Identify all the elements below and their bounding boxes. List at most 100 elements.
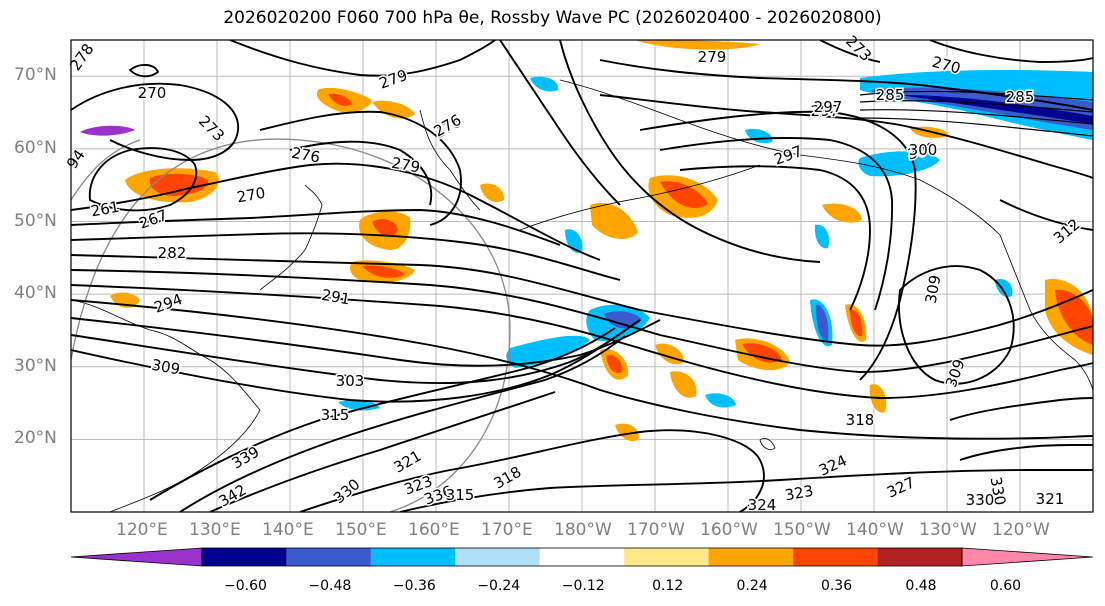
colorbar-bin	[539, 548, 625, 566]
contour	[859, 117, 1093, 137]
chart-title: 2026020200 F060 700 hPa θe, Rossby Wave …	[0, 8, 1105, 28]
contour	[259, 110, 462, 226]
lon-tick-label: 150°W	[773, 520, 831, 540]
contour	[71, 299, 1093, 440]
contour-label: 330	[966, 491, 995, 509]
contour	[209, 391, 556, 512]
contour	[679, 165, 871, 311]
colorbar-tick-label: 0.24	[736, 578, 768, 594]
colorbar-bin	[793, 548, 878, 566]
contour	[999, 199, 1093, 231]
anomaly-positive	[615, 423, 639, 442]
contour	[289, 140, 433, 206]
contour	[71, 317, 661, 367]
lon-tick-label: 130°E	[189, 520, 241, 540]
coastline-hawaii	[759, 438, 776, 450]
contour	[71, 269, 1093, 373]
lon-tick-label: 180°W	[554, 520, 612, 540]
lat-tick-label: 20°N	[14, 428, 57, 449]
anomaly-positive	[670, 371, 697, 398]
colorbar-extend-high	[961, 547, 1094, 567]
colorbar-tick-label: −0.24	[477, 578, 521, 594]
lon-tick-label: 120°W	[992, 520, 1050, 540]
contour	[859, 90, 1093, 101]
colorbar-tick-label: 0.12	[652, 578, 684, 594]
colorbar-bin	[455, 548, 540, 566]
contour	[71, 232, 621, 281]
contour-label: 315	[446, 486, 475, 504]
lat-tick-label: 60°N	[14, 137, 57, 158]
lon-tick-label: 160°E	[408, 520, 460, 540]
contour	[499, 40, 621, 206]
contour-label: 285	[876, 86, 905, 104]
contour	[71, 329, 626, 403]
colorbar-tick-label: 0.60	[989, 578, 1022, 594]
anomaly-positive	[635, 40, 760, 50]
colorbar-tick-label: −0.60	[223, 578, 267, 594]
map-frame	[70, 39, 1094, 513]
reference-circle	[71, 139, 141, 201]
anomaly-negative	[530, 76, 559, 92]
lon-tick-label: 120°E	[116, 520, 168, 540]
coastline-namerica	[999, 234, 1093, 391]
contour	[929, 40, 1093, 63]
colorbar-tick-label: 0.36	[820, 578, 853, 594]
colorbar-tick-label: −0.48	[308, 578, 352, 594]
contour	[71, 284, 1093, 399]
anomaly-positive	[362, 265, 405, 278]
contour	[128, 64, 160, 78]
reference-circle	[71, 138, 511, 512]
anomaly-negative	[995, 278, 1013, 298]
contour-label: 297	[814, 98, 843, 116]
anomaly-negative	[745, 128, 773, 144]
contour-label: 285	[1006, 88, 1035, 106]
contour	[599, 94, 1093, 179]
contour-label: 318	[846, 411, 875, 429]
theta-e-contours-thin	[859, 90, 1093, 137]
anomaly-negative	[604, 311, 642, 329]
contour	[659, 137, 894, 311]
contour	[599, 59, 1093, 111]
contour-label: 309	[150, 356, 181, 379]
contour	[149, 327, 616, 501]
lat-tick-label: 50°N	[14, 210, 57, 231]
anomaly-positive	[328, 93, 352, 106]
anomaly-positive	[372, 219, 398, 237]
contour	[299, 429, 765, 512]
colorbar-bin	[286, 548, 371, 566]
anomaly-positive	[480, 183, 505, 203]
anomaly-positive	[606, 355, 623, 374]
contour	[639, 110, 917, 381]
coastline-alaska	[559, 79, 1001, 236]
colorbar-tick-label: −0.36	[392, 578, 436, 594]
anomaly-negative	[705, 393, 736, 408]
contour-label: 282	[158, 244, 187, 262]
contour	[559, 40, 821, 263]
contour	[859, 100, 1093, 113]
contour-label: 279	[698, 48, 727, 66]
colorbar	[70, 547, 1094, 567]
contour	[959, 444, 1093, 461]
colorbar-bin	[708, 548, 794, 566]
contour	[71, 209, 561, 246]
anomaly-positive	[590, 203, 638, 240]
colorbar-tick-label: −0.12	[561, 578, 605, 594]
anomaly-positive	[822, 203, 862, 223]
contour	[88, 147, 198, 212]
contour	[859, 109, 1093, 125]
colorbar-bin	[370, 548, 456, 566]
lon-tick-label: 140°E	[262, 520, 314, 540]
coastline-japan	[259, 184, 323, 291]
anomaly-negative	[80, 125, 135, 136]
contour	[819, 40, 881, 63]
contour-label: 303	[336, 372, 365, 390]
lon-tick-label: 160°W	[700, 520, 758, 540]
anomaly-negative	[506, 335, 590, 368]
anomaly-negative	[814, 224, 830, 249]
contour-label: 297	[811, 102, 840, 120]
anomaly-positive	[149, 173, 209, 196]
lat-tick-label: 30°N	[14, 355, 57, 376]
lat-tick-label: 40°N	[14, 283, 57, 304]
anomaly-positive	[1055, 289, 1093, 345]
